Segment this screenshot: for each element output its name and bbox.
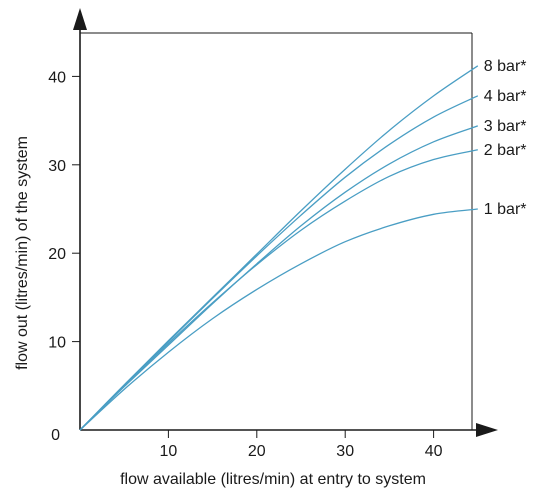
y-tick-label: 40	[48, 69, 66, 86]
x-tick-label: 10	[160, 443, 178, 460]
y-axis-arrow	[73, 8, 87, 30]
y-tick-label: 20	[48, 246, 66, 263]
x-axis-arrow	[476, 423, 498, 437]
x-tick-label: 30	[336, 443, 354, 460]
series-line-2	[79, 125, 479, 431]
series-line-4	[79, 208, 478, 431]
y-tick-label: 0	[51, 427, 60, 444]
series-label-0: 8 bar*	[484, 58, 527, 75]
x-tick-label: 40	[425, 443, 443, 460]
series-line-3	[79, 149, 478, 431]
y-axis-label: flow out (litres/min) of the system	[14, 136, 31, 370]
axis-ticks: 0 10 20 30 40 10 20 30 40	[48, 69, 442, 460]
y-tick-label: 30	[48, 158, 66, 175]
series-label-2: 3 bar*	[484, 118, 527, 135]
series-label-4: 1 bar*	[484, 201, 527, 218]
series-label-3: 2 bar*	[484, 142, 527, 159]
x-axis-label: flow available (litres/min) at entry to …	[120, 471, 426, 488]
series-lines	[79, 65, 479, 431]
x-tick-label: 20	[248, 443, 266, 460]
y-tick-label: 10	[48, 335, 66, 352]
series-label-1: 4 bar*	[484, 88, 527, 105]
series-line-1	[79, 95, 479, 431]
series-labels: 8 bar* 4 bar* 3 bar* 2 bar* 1 bar*	[484, 58, 527, 218]
